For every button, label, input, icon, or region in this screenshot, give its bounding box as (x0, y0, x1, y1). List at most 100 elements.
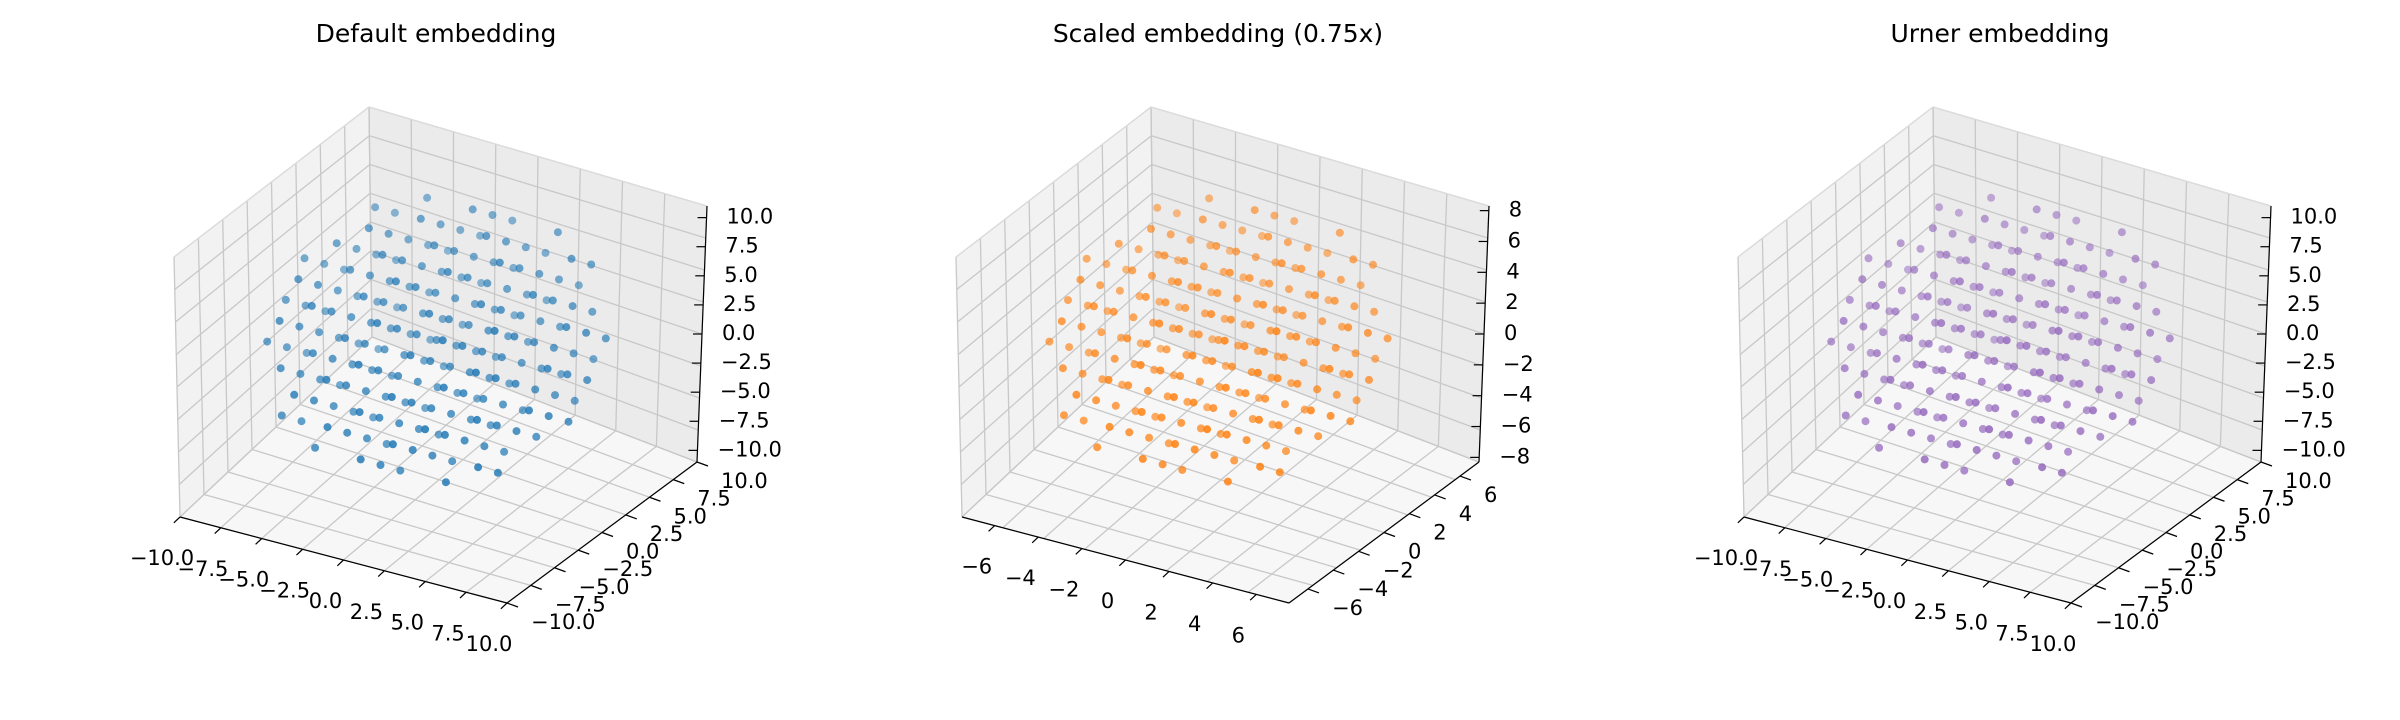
z-tick-label: 2.5 (2287, 292, 2320, 316)
grid-line (1057, 426, 1385, 534)
data-point (1896, 239, 1905, 248)
data-point (1294, 426, 1303, 435)
data-point (1205, 194, 1214, 203)
data-point (473, 394, 482, 403)
data-point (1216, 429, 1225, 438)
data-point (2080, 311, 2089, 320)
grid-line (347, 358, 674, 481)
data-point (569, 349, 578, 358)
data-point (480, 442, 489, 451)
grid-line (2029, 445, 2221, 593)
data-point (311, 443, 320, 452)
data-point (1077, 322, 1086, 331)
data-point (1948, 229, 1957, 238)
data-point (379, 298, 388, 307)
grid-line (1151, 192, 1486, 303)
data-point (290, 390, 299, 399)
data-point (2075, 379, 2084, 388)
data-point (1841, 411, 1850, 420)
data-point (1057, 317, 1066, 326)
data-point (1182, 350, 1191, 359)
data-point (1371, 354, 1380, 363)
data-point (2074, 311, 2083, 320)
y-tick (578, 549, 590, 555)
data-point (1349, 255, 1358, 264)
data-point (1283, 238, 1292, 247)
data-point (574, 281, 583, 290)
data-point (2011, 409, 2020, 418)
data-point (1957, 324, 1965, 333)
grid-line (1907, 125, 1913, 360)
y-tick-label: −5.0 (2143, 575, 2194, 599)
data-point (459, 389, 468, 398)
data-point (2021, 273, 2030, 282)
grid-line (1863, 403, 2190, 516)
data-point (1350, 302, 1359, 311)
data-point (509, 263, 518, 272)
data-point (1117, 333, 1125, 342)
data-point (2131, 254, 2140, 263)
data-point (1098, 375, 1107, 384)
grid-line (1839, 426, 2167, 534)
data-point (1103, 307, 1112, 316)
data-point (360, 339, 369, 348)
data-point (1186, 235, 1195, 244)
data-point (1271, 258, 1280, 267)
x-tick (1778, 527, 1786, 534)
data-point (1222, 430, 1231, 439)
x-tick-label: 0.0 (309, 589, 342, 613)
data-point (1291, 264, 1300, 272)
data-point (1938, 366, 1947, 375)
data-point (400, 351, 409, 359)
data-point (2086, 290, 2095, 299)
data-point (1949, 277, 1958, 286)
data-point (1178, 465, 1187, 474)
data-point (1156, 344, 1165, 353)
data-point (567, 254, 576, 263)
data-point (1897, 286, 1906, 295)
data-point (431, 288, 440, 297)
panel-title: Default embedding (316, 19, 557, 48)
data-point (496, 305, 505, 314)
z-tick-label: −8 (1499, 444, 1530, 468)
grid-line (1397, 181, 1406, 431)
data-point (1886, 375, 1895, 384)
scatter-series (1827, 193, 2174, 487)
x-tick (173, 516, 181, 524)
data-point (1248, 415, 1257, 423)
data-point (2099, 269, 2108, 278)
data-point (469, 252, 478, 261)
data-point (373, 319, 382, 328)
data-point (282, 343, 291, 352)
grid-line (2138, 168, 2145, 416)
data-point (1187, 282, 1196, 291)
data-point (1096, 281, 1105, 290)
data-point (1989, 309, 1998, 318)
x-tick-label: −2 (1048, 578, 1079, 602)
x-tick (418, 581, 426, 588)
data-point (2010, 362, 2018, 371)
data-point (1314, 432, 1323, 441)
data-point (488, 211, 497, 219)
data-point (1356, 281, 1365, 290)
data-point (1938, 345, 1947, 354)
data-point (495, 258, 504, 267)
data-point (1275, 468, 1284, 477)
data-point (443, 268, 452, 276)
data-point (1111, 401, 1120, 410)
data-point (1987, 193, 1996, 202)
data-point (1866, 348, 1875, 357)
data-point (1939, 413, 1948, 422)
floor-pane (962, 337, 1479, 603)
data-point (1978, 425, 1987, 433)
data-point (2001, 267, 2010, 276)
data-point (478, 347, 487, 356)
data-point (1907, 428, 1916, 437)
data-point (1305, 337, 1314, 346)
data-point (1985, 425, 1994, 434)
data-point (1304, 290, 1313, 299)
data-point (2094, 338, 2103, 347)
data-point (321, 307, 330, 316)
data-point (2044, 442, 2053, 451)
data-point (406, 351, 415, 360)
